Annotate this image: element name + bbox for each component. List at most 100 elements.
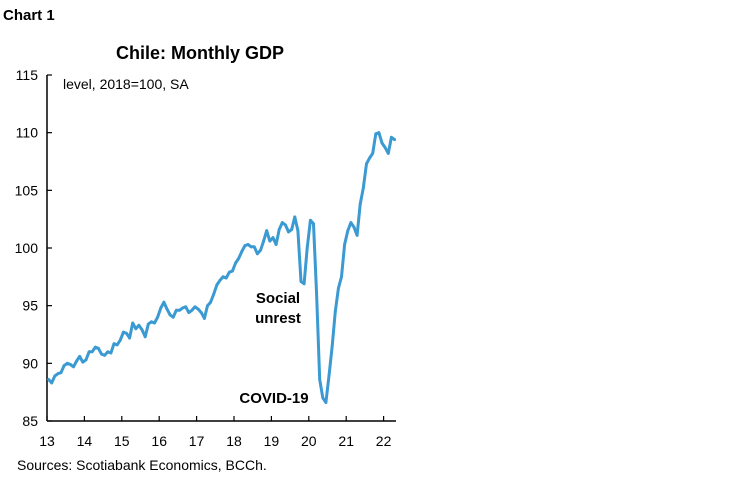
data-point <box>209 300 213 304</box>
y-tick-label: 115 <box>16 67 39 83</box>
data-point <box>112 342 116 346</box>
data-point <box>321 396 325 400</box>
data-point <box>65 361 69 365</box>
data-point <box>355 233 359 237</box>
data-point <box>277 228 281 231</box>
data-point <box>327 373 331 377</box>
x-tick-label: 20 <box>301 433 317 449</box>
data-point <box>125 331 128 335</box>
series-group <box>47 131 396 404</box>
x-tick-label: 17 <box>189 433 205 449</box>
data-point <box>90 350 94 354</box>
data-point <box>293 215 297 219</box>
x-tick-label: 18 <box>226 433 242 449</box>
data-point <box>287 230 290 234</box>
y-tick-label: 105 <box>15 182 39 198</box>
data-point <box>358 202 362 206</box>
x-tick-label: 16 <box>151 433 167 449</box>
data-point <box>62 364 66 368</box>
annotation-covid: COVID-19 <box>239 390 308 407</box>
data-point <box>215 283 219 287</box>
data-point <box>97 346 100 350</box>
data-point <box>349 221 353 225</box>
data-point <box>302 282 306 286</box>
data-point <box>131 321 135 325</box>
data-point <box>143 335 147 339</box>
data-point <box>59 371 63 374</box>
data-point <box>72 365 75 369</box>
data-point <box>174 308 178 312</box>
data-point <box>268 239 272 243</box>
data-point <box>218 278 222 282</box>
data-point <box>75 359 79 363</box>
data-point <box>237 256 241 260</box>
data-point <box>340 275 343 279</box>
chart-number-label: Chart 1 <box>3 7 55 24</box>
x-tick-label: 15 <box>114 433 130 449</box>
data-point <box>178 308 181 312</box>
data-point <box>252 245 256 249</box>
data-point <box>318 378 322 381</box>
data-point <box>383 146 387 150</box>
data-point <box>240 250 244 253</box>
data-point <box>299 280 303 283</box>
data-point <box>50 381 54 385</box>
data-point <box>284 223 287 227</box>
chart-subtitle: level, 2018=100, SA <box>63 76 189 92</box>
data-point <box>68 363 72 366</box>
data-point <box>181 306 184 310</box>
chart-title: Chile: Monthly GDP <box>116 43 284 63</box>
data-point <box>221 275 225 279</box>
data-point <box>259 248 262 252</box>
data-point <box>168 313 172 317</box>
data-point <box>56 372 60 376</box>
data-point <box>193 305 197 309</box>
data-point <box>84 358 88 362</box>
x-tick-label: 21 <box>338 433 354 449</box>
data-point <box>115 343 119 347</box>
data-point <box>81 360 85 364</box>
data-point <box>249 245 253 249</box>
y-tick-label: 85 <box>22 413 38 429</box>
data-point <box>171 315 175 319</box>
data-point <box>271 236 275 240</box>
data-point <box>159 306 163 310</box>
data-point <box>346 229 350 233</box>
data-point <box>377 131 381 135</box>
data-point <box>53 374 57 378</box>
data-point <box>134 327 138 331</box>
data-point <box>389 135 393 139</box>
data-point <box>87 350 91 354</box>
data-point <box>255 252 259 256</box>
data-point <box>337 286 340 290</box>
data-point <box>305 246 309 250</box>
data-point <box>352 225 356 229</box>
data-point <box>140 328 144 332</box>
data-point <box>212 292 216 296</box>
data-point <box>93 345 97 349</box>
data-point <box>156 315 160 319</box>
data-point <box>262 239 266 243</box>
source-note: Sources: Scotiabank Economics, BCCh. <box>17 457 267 473</box>
data-point <box>109 351 113 355</box>
data-point <box>202 316 206 320</box>
data-point <box>231 269 234 273</box>
y-tick-label: 90 <box>22 355 38 371</box>
data-point <box>128 336 131 340</box>
x-tick-label: 22 <box>376 433 392 449</box>
data-point <box>374 132 378 136</box>
data-point <box>190 308 194 312</box>
data-point <box>227 270 231 274</box>
data-point <box>290 228 294 231</box>
data-point <box>103 353 107 357</box>
data-point <box>121 330 125 334</box>
y-tick-label: 95 <box>22 298 38 314</box>
data-point <box>146 322 150 326</box>
annotation-social-unrest-line1: Social <box>256 290 300 307</box>
x-tick-label: 13 <box>39 433 55 449</box>
data-point <box>47 378 50 381</box>
data-point <box>393 138 396 141</box>
data-point <box>380 141 384 145</box>
data-point <box>118 338 122 342</box>
